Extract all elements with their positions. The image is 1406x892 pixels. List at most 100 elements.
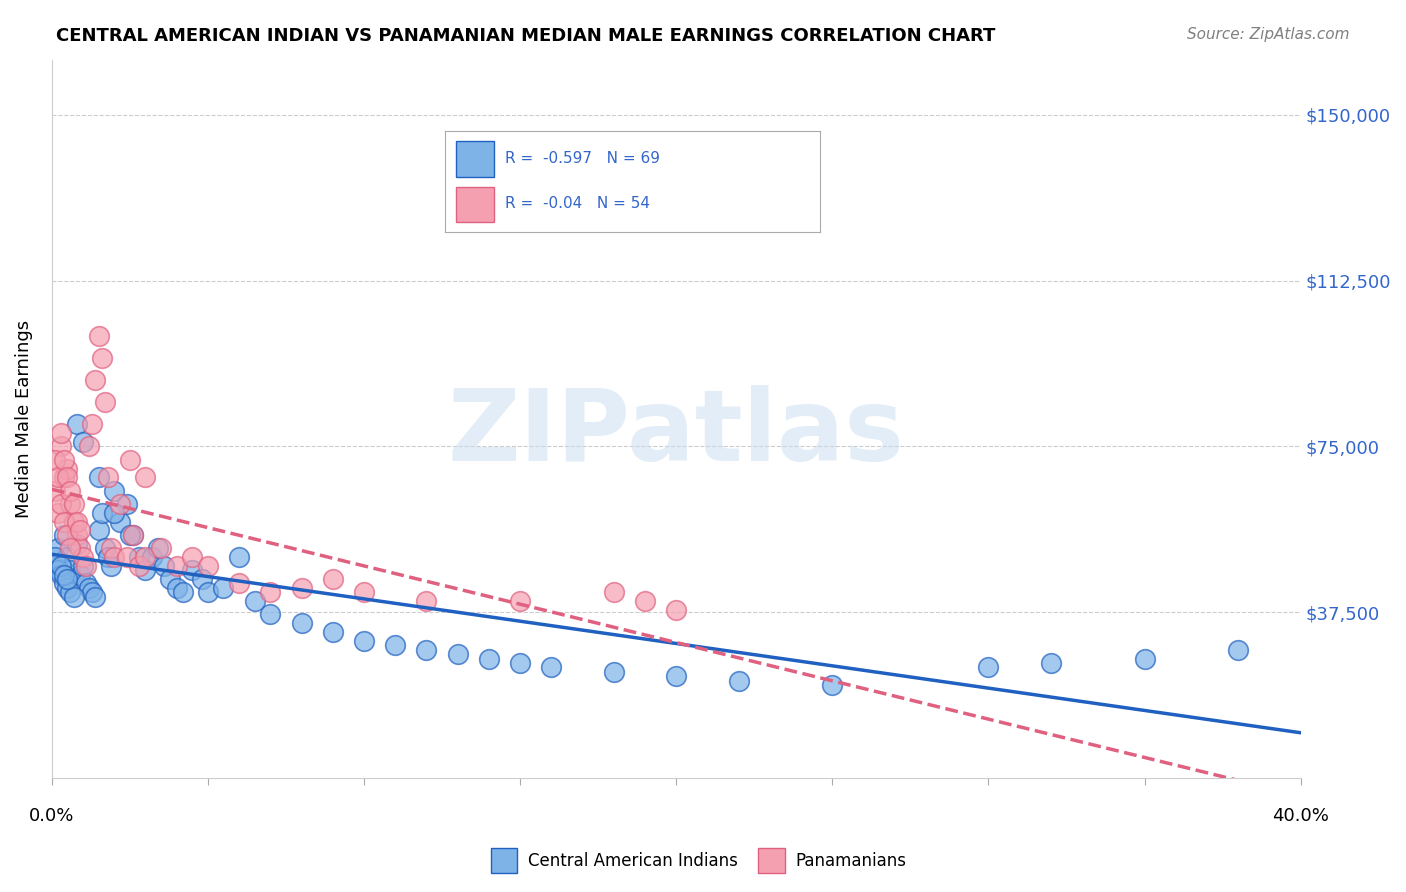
Point [62,515,84,529]
Text: Central American Indians: Central American Indians [529,852,738,870]
Point [509,656,531,670]
Point [44,452,66,467]
Point [353,634,375,648]
Point [243,594,266,608]
Point [97,549,120,564]
Point [166,558,188,573]
Point [141,549,163,564]
Point [82,585,104,599]
Point [49,497,72,511]
Point [128,558,150,573]
Point [977,660,1000,674]
Point [290,581,312,595]
Point [53,515,76,529]
Point [197,558,219,573]
Point [69,567,91,582]
Point [53,470,76,484]
Point [110,515,132,529]
Point [69,541,91,555]
Point [103,549,125,564]
Point [115,497,138,511]
Point [134,563,156,577]
Point [82,417,104,432]
Point [72,549,94,564]
Point [66,417,89,432]
Point [181,563,204,577]
Point [603,665,626,679]
Point [153,558,176,573]
Point [77,581,100,595]
Point [66,528,89,542]
Bar [758,848,785,873]
Point [100,558,122,573]
Point [134,549,156,564]
Point [603,585,626,599]
Point [478,651,501,665]
Point [53,528,76,542]
Point [821,678,844,692]
Point [353,585,375,599]
Point [44,483,66,498]
Point [49,426,72,441]
Point [259,607,281,622]
Point [56,581,79,595]
Point [146,541,169,555]
Point [53,567,76,582]
Point [322,572,344,586]
Point [322,625,344,640]
Point [49,439,72,453]
Point [415,642,437,657]
Point [62,497,84,511]
Point [75,576,97,591]
Point [46,541,69,555]
Point [53,452,76,467]
Text: ZIPatlas: ZIPatlas [447,384,904,482]
Point [228,576,250,591]
Point [212,581,235,595]
Point [59,585,82,599]
Point [118,528,141,542]
Point [72,435,94,450]
Point [181,549,204,564]
Point [415,594,437,608]
Point [290,616,312,631]
Point [1133,651,1156,665]
Point [56,470,79,484]
Point [150,541,173,555]
Point [509,594,531,608]
Point [1227,642,1250,657]
Point [44,549,66,564]
Point [77,439,100,453]
Point [84,590,107,604]
Point [197,585,219,599]
Point [665,669,688,683]
Point [103,483,125,498]
Point [122,528,145,542]
Point [259,585,281,599]
Point [75,558,97,573]
Text: CENTRAL AMERICAN INDIAN VS PANAMANIAN MEDIAN MALE EARNINGS CORRELATION CHART: CENTRAL AMERICAN INDIAN VS PANAMANIAN ME… [56,27,995,45]
Point [100,541,122,555]
Point [53,576,76,591]
Point [665,603,688,617]
Point [103,506,125,520]
Point [56,528,79,542]
Point [166,581,188,595]
Point [84,373,107,387]
Point [90,506,112,520]
Point [94,395,117,409]
Text: Source: ZipAtlas.com: Source: ZipAtlas.com [1187,27,1350,42]
Point [122,528,145,542]
Text: 40.0%: 40.0% [1272,806,1329,825]
Y-axis label: Median Male Earnings: Median Male Earnings [15,319,32,518]
Point [115,549,138,564]
Point [49,558,72,573]
Point [94,541,117,555]
Point [190,572,212,586]
Point [97,470,120,484]
Point [66,515,89,529]
Point [49,567,72,582]
Point [118,452,141,467]
Point [62,572,84,586]
Point [159,572,181,586]
